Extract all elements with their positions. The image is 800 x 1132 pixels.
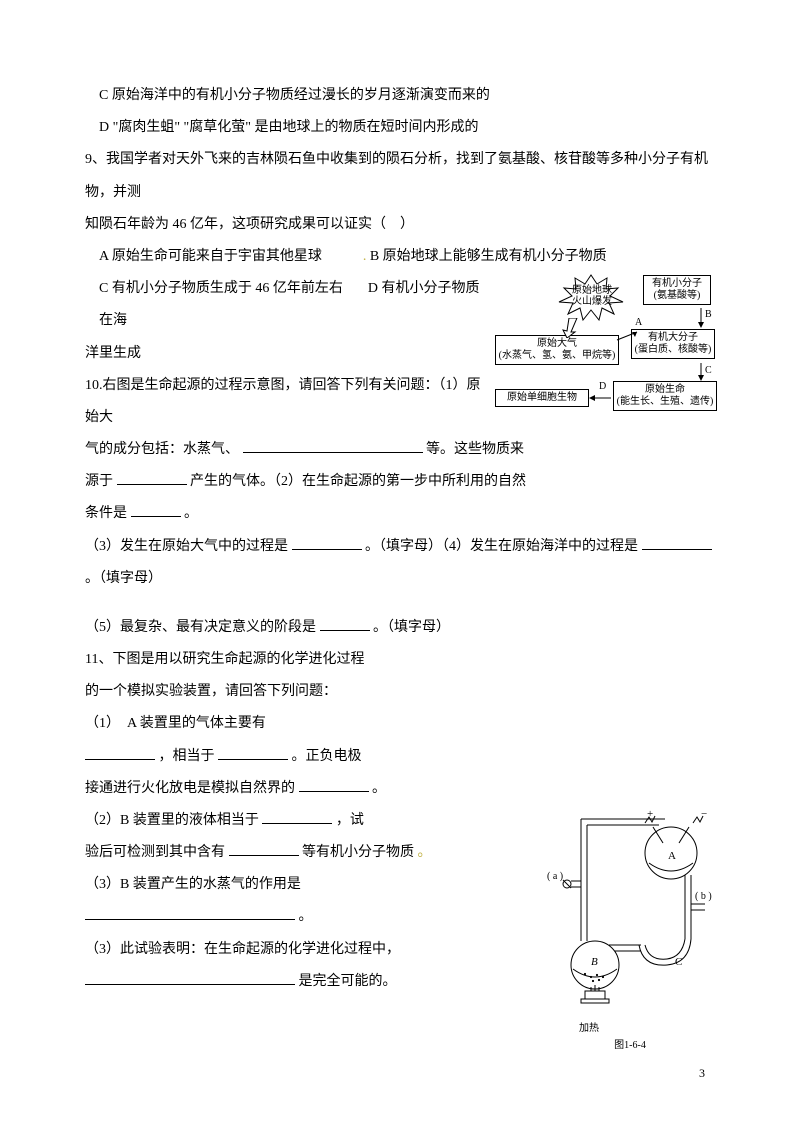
box-organic-large: 有机大分子 (蛋白质、核酸等) [631, 329, 715, 359]
star-label: 原始地球 火山爆发 [561, 285, 623, 307]
q11-line-c: （1） A 装置里的气体主要有 [85, 708, 715, 740]
q11-line-e: 接通进行火化放电是模拟自然界的 。 [85, 773, 715, 805]
blank-field[interactable] [131, 502, 181, 517]
q10-line-c: 源于 产生的气体。（2）在生命起源的第一步中所利用的自然 [85, 466, 715, 498]
q9-opt-b: B 原始地球上能够生成有机小分子物质 [370, 249, 607, 264]
q9-options-row1: A 原始生命可能来自于宇宙其他星球 . B 原始地球上能够生成有机小分子物质 [85, 241, 715, 273]
q10-line-d: 条件是 。 [85, 498, 715, 530]
box-organic-small: 有机小分子 (氨基酸等) [643, 275, 711, 305]
svg-text:+: + [647, 809, 653, 820]
diagram-miller-experiment: A + − ( b ) C [545, 809, 715, 1051]
blank-field[interactable] [117, 470, 187, 485]
blank-field[interactable] [292, 535, 362, 550]
box-primitive-atmosphere: 原始大气 (水蒸气、氢、氨、甲烷等) [495, 335, 619, 365]
box-primitive-cell: 原始单细胞生物 [495, 389, 589, 407]
label-c: C [705, 365, 712, 376]
label-b-paren: ( b ) [695, 891, 712, 902]
label-A: A [668, 850, 676, 862]
q9-line1: 9、我国学者对天外飞来的吉林陨石鱼中收集到的陨石分析，找到了氨基酸、核苷酸等多种… [85, 144, 715, 208]
option-c: C 原始海洋中的有机小分子物质经过漫长的岁月逐渐演变而来的 [85, 80, 715, 112]
q10-line-b2: 气的成分包括：水蒸气、 等。这些物质来 [85, 434, 715, 466]
diagram2-caption: 图1-6-4 [545, 1036, 715, 1051]
label-a: A [635, 317, 642, 328]
blank-field[interactable] [85, 970, 295, 985]
box-primitive-life: 原始生命 (能生长、生殖、遗传) [613, 381, 717, 411]
arrow-atm-to-small [615, 329, 643, 343]
blank-field[interactable] [218, 745, 288, 760]
blank-field[interactable] [85, 905, 295, 920]
arrow-life-to-cell [587, 391, 613, 405]
dot-icon: . [363, 249, 367, 264]
blank-field[interactable] [299, 777, 369, 792]
svg-text:−: − [701, 809, 707, 820]
blank-field[interactable] [243, 438, 423, 453]
blank-field[interactable] [642, 535, 712, 550]
q11-line-a: 11、下图是用以研究生命起源的化学进化过程 [85, 644, 715, 676]
label-b: B [705, 309, 712, 320]
label-d: D [599, 381, 606, 392]
label-B: B [591, 956, 598, 968]
q10-line-e: （3）发生在原始大气中的过程是 。（填字母）（4）发生在原始海洋中的过程是 。（… [85, 531, 715, 595]
page-number: 3 [699, 1066, 705, 1081]
blank-field[interactable] [229, 841, 299, 856]
blank-field[interactable] [320, 616, 370, 631]
label-a-paren: ( a ) [547, 871, 563, 882]
page: C 原始海洋中的有机小分子物质经过漫长的岁月逐渐演变而来的 D "腐肉生蛆" "… [0, 0, 800, 1111]
arrow-star-to-atm [561, 318, 579, 338]
q9-line2: 知陨石年龄为 46 亿年，这项研究成果可以证实（ ） [85, 209, 715, 241]
diagram-origin-of-life: 原始地球 火山爆发 有机小分子 (氨基酸等) 原始大气 (水蒸气、氢、氨、甲烷等… [495, 273, 715, 423]
heat-label: 加热 [579, 1019, 715, 1034]
label-C: C [675, 956, 682, 968]
blank-field[interactable] [85, 745, 155, 760]
blank-field[interactable] [262, 809, 332, 824]
q9-opt-c: C 有机小分子物质生成于 46 亿年前左右 [99, 281, 343, 296]
dot-icon: 。 [418, 845, 432, 860]
q11-line-d: ，相当于 。正负电极 [85, 741, 715, 773]
option-d: D "腐肉生蛆" "腐草化萤" 是由地球上的物质在短时间内形成的 [85, 112, 715, 144]
spacer [85, 595, 715, 612]
q10-line-f: （5）最复杂、最有决定意义的阶段是 。（填字母） [85, 612, 715, 644]
q11-line-b: 的一个模拟实验装置，请回答下列问题： [85, 676, 715, 708]
q9-opt-a: A 原始生命可能来自于宇宙其他星球 [99, 249, 322, 264]
